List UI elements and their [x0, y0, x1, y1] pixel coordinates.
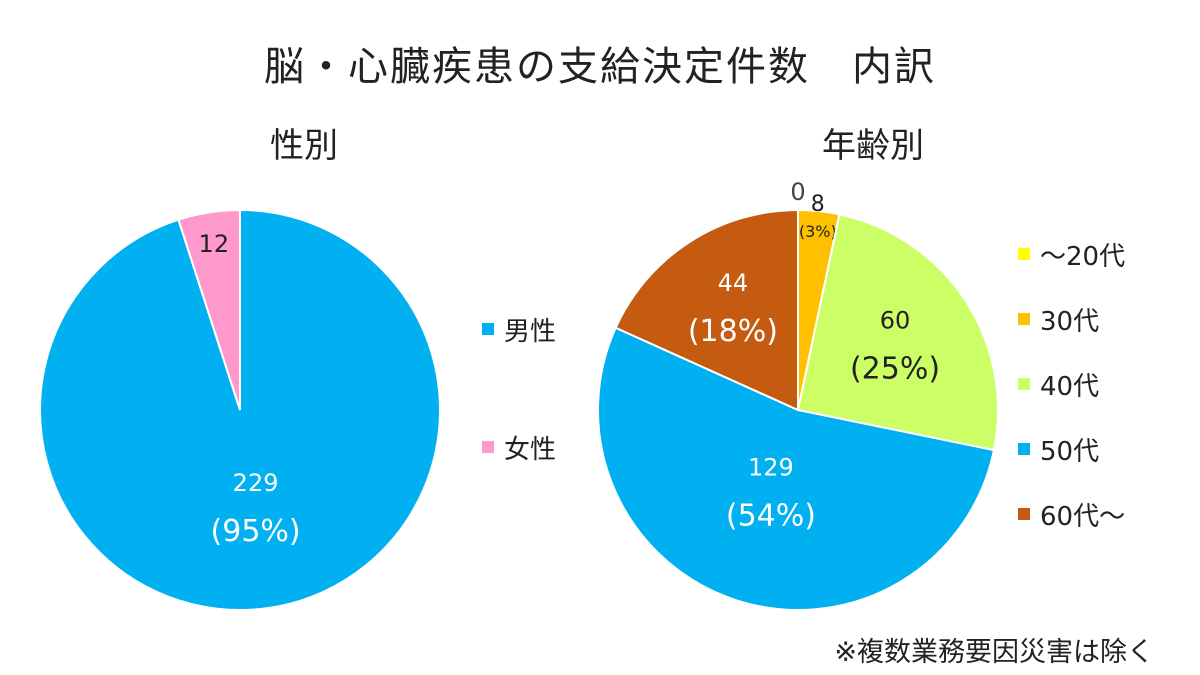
pie-slice-5: [614, 208, 799, 412]
slice-value-label: 44: [718, 269, 749, 297]
age-pie: 0 8 (3%) 60 (25%) 129 (54%) 44 (18%): [597, 178, 999, 611]
slice-percent-label: (3%): [799, 222, 837, 241]
chart-title: 脳・心臓疾患の支給決定件数 内訳: [264, 44, 936, 90]
legend-label: 50代: [1040, 437, 1099, 467]
gender-pie: 229 (95%) 12: [39, 208, 441, 611]
slice-value-label: 12: [199, 230, 230, 258]
legend-label: 男性: [504, 317, 556, 347]
slice-value-label: 229: [233, 469, 279, 497]
pie-slice-2: [177, 208, 241, 411]
slice-percent-label: (95%): [211, 514, 301, 549]
legend-swatch: [482, 441, 494, 453]
slice-percent-label: (25%): [850, 351, 940, 386]
legend-swatch: [1018, 248, 1030, 260]
age-chart-title: 年齢別: [822, 126, 924, 166]
slice-percent-label: (18%): [688, 314, 778, 349]
legend-label: 60代～: [1040, 502, 1125, 532]
pie-slice-3: [796, 213, 999, 452]
legend-label: 30代: [1040, 307, 1099, 337]
legend-swatch: [482, 323, 494, 335]
legend-label: 女性: [504, 435, 556, 465]
legend-label: 40代: [1040, 372, 1099, 402]
age-legend: ～20代 30代 40代 50代 60代～: [1018, 242, 1125, 532]
slice-value-label: 60: [880, 306, 911, 334]
legend-swatch: [1018, 443, 1030, 455]
pie-slice-4: [597, 326, 996, 611]
gender-chart-title: 性別: [270, 126, 338, 166]
slice-value-label: 129: [748, 454, 794, 482]
slice-value-label: 0: [790, 178, 805, 206]
legend-swatch: [1018, 313, 1030, 325]
legend-label: ～20代: [1040, 242, 1125, 272]
slice-value-label: 8: [811, 192, 825, 217]
footnote: ※複数業務要因災害は除く: [834, 637, 1154, 668]
legend-swatch: [1018, 378, 1030, 390]
slice-percent-label: (54%): [726, 499, 816, 534]
legend-swatch: [1018, 508, 1030, 520]
